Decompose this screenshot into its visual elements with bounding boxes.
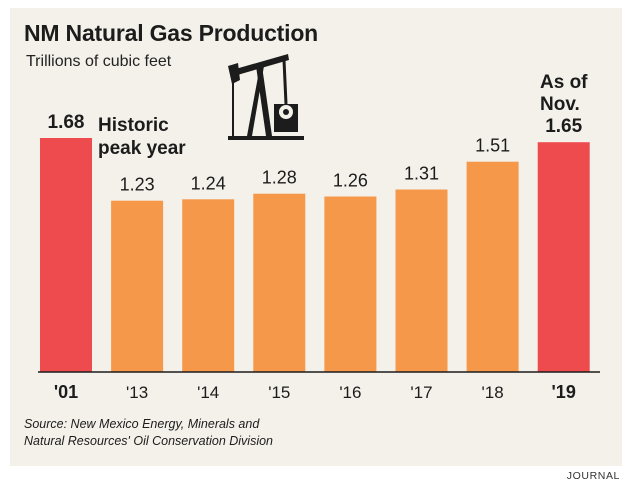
bar-7 — [537, 142, 590, 372]
source-note: Source: New Mexico Energy, Minerals and … — [24, 416, 384, 450]
bar-3 — [253, 193, 306, 372]
value-label-2: 1.24 — [191, 173, 226, 193]
asof-annotation-line1: As of — [540, 72, 588, 93]
peak-annotation-line2: peak year — [98, 138, 186, 159]
value-label-7: 1.65 — [545, 116, 582, 137]
x-tick-label-5: '17 — [410, 383, 432, 402]
value-label-1: 1.23 — [120, 175, 155, 195]
bar-1 — [111, 200, 164, 372]
x-tick-label-0: '01 — [54, 382, 78, 402]
value-label-4: 1.26 — [333, 171, 368, 191]
x-tick-label-1: '13 — [126, 383, 148, 402]
bar-6 — [466, 161, 519, 372]
x-tick-label-3: '15 — [268, 383, 290, 402]
bar-2 — [182, 199, 235, 372]
publisher-credit: JOURNAL — [566, 470, 620, 482]
bar-5 — [395, 189, 448, 372]
x-tick-label-7: '19 — [552, 382, 576, 402]
value-label-6: 1.51 — [475, 136, 510, 156]
value-label-5: 1.31 — [404, 164, 439, 184]
value-label-3: 1.28 — [262, 168, 297, 188]
value-label-0: 1.68 — [48, 112, 85, 133]
peak-annotation-line1: Historic — [98, 115, 169, 136]
x-tick-label-4: '16 — [339, 383, 361, 402]
bar-0 — [40, 138, 92, 372]
source-line2: Natural Resources' Oil Conservation Divi… — [24, 434, 274, 448]
bar-4 — [324, 196, 377, 372]
oil-pumpjack-icon — [228, 54, 304, 140]
x-tick-label-6: '18 — [482, 383, 504, 402]
asof-annotation: As of Nov. — [540, 72, 588, 116]
chart-title: NM Natural Gas Production — [24, 20, 319, 46]
asof-annotation-line2: Nov. — [540, 94, 580, 115]
chart-subtitle: Trillions of cubic feet — [26, 53, 172, 70]
source-line1: Source: New Mexico Energy, Minerals and — [24, 417, 260, 431]
x-tick-label-2: '14 — [197, 383, 219, 402]
peak-annotation: Historic peak year — [98, 114, 186, 160]
